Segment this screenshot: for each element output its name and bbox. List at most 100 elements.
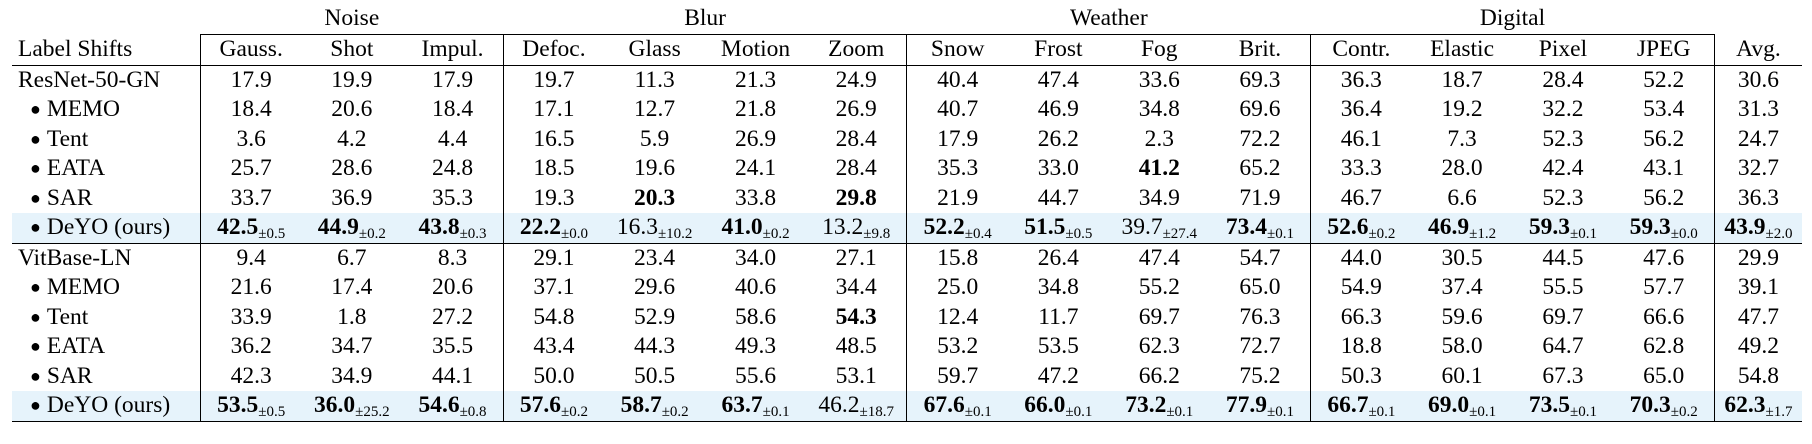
table-cell: 65.0 <box>1210 273 1311 303</box>
table-row-ours: ● DeYO (ours) 53.5±0.5 36.0±25.2 54.6±0.8 57.… <box>12 391 1802 422</box>
table-cell: 56.2 <box>1613 184 1714 214</box>
cell-value: 25.0 <box>937 274 979 300</box>
cell-value: 36.3 <box>1737 184 1779 211</box>
table-cell: 54.6±0.8 <box>402 391 504 422</box>
table-cell: 6.6 <box>1412 184 1513 214</box>
table-cell: 53.4 <box>1613 95 1714 125</box>
cell-value: 55.6 <box>734 362 777 389</box>
cell-value: 28.0 <box>1441 155 1483 181</box>
table-cell: 69.3 <box>1210 65 1311 95</box>
table-cell: 72.2 <box>1210 125 1311 155</box>
cell-value: 12.4 <box>937 303 979 330</box>
cell-value: 41.2 <box>1138 155 1180 181</box>
cell-value: 57.6 <box>519 392 562 418</box>
table-cell: 59.3±0.1 <box>1512 213 1614 244</box>
table-cell: 13.2±9.8 <box>806 213 907 244</box>
table-row: ● SAR 42.3 34.9 44.1 50.0 50.5 55.6 53.1 59.7 47.2… <box>12 361 1802 392</box>
column-header: Impul. <box>402 34 504 66</box>
table-cell: 20.6 <box>301 95 402 125</box>
table-cell: 3.6 <box>199 124 302 154</box>
cell-std: ±10.2 <box>657 226 693 242</box>
table-cell: 67.3 <box>1513 362 1614 392</box>
cell-std: ±0.4 <box>964 226 992 242</box>
table-cell: 46.7 <box>1310 183 1412 213</box>
table-cell: 31.3 <box>1713 95 1802 125</box>
row-label: ● Tent <box>12 125 200 155</box>
cell-value: 1.8 <box>337 303 367 330</box>
cell-value: 18.4 <box>431 96 474 122</box>
table-cell: 24.9 <box>806 65 907 95</box>
table-row: ● SAR 33.7 36.9 35.3 19.3 20.3 33.8 29.8 21.9 44.7… <box>12 183 1802 214</box>
table-cell: 21.9 <box>906 183 1008 213</box>
table-cell: 47.7 <box>1713 302 1802 332</box>
cell-value: 69.7 <box>1542 303 1584 330</box>
table-cell: 52.9 <box>604 303 705 333</box>
table-cell: 54.7 <box>1210 243 1311 273</box>
table-cell: 29.9 <box>1713 243 1802 273</box>
table-cell: 64.7 <box>1513 332 1614 362</box>
table-cell: 11.7 <box>1008 303 1109 333</box>
table-cell: 66.2 <box>1109 362 1210 392</box>
cell-value: 69.6 <box>1239 96 1281 122</box>
cell-value: 36.9 <box>331 184 373 211</box>
results-table-container: Noise Blur Weather Digital Label Shifts Gaus… <box>12 2 1802 422</box>
table-cell: 40.4 <box>906 65 1008 95</box>
table-cell: 18.8 <box>1310 332 1412 362</box>
table-cell: 50.5 <box>604 362 705 392</box>
table-cell: 49.2 <box>1713 332 1802 362</box>
table-cell: 26.9 <box>806 95 907 125</box>
table-cell: 62.8 <box>1613 332 1714 362</box>
row-label: ● SAR <box>12 184 200 214</box>
table-cell: 54.8 <box>1713 361 1802 391</box>
cell-value: 56.2 <box>1643 184 1685 211</box>
table-cell: 34.7 <box>301 332 402 362</box>
cell-value: 49.3 <box>734 333 777 359</box>
table-cell: 48.5 <box>806 332 907 362</box>
column-header: Avg. <box>1713 34 1802 66</box>
cell-value: 36.0 <box>314 392 356 418</box>
column-header: JPEG <box>1613 34 1715 66</box>
cell-value: 28.6 <box>331 155 373 181</box>
cell-value: 67.6 <box>923 392 965 418</box>
table-cell: 43.1 <box>1613 154 1714 184</box>
cell-value: 29.6 <box>634 274 676 300</box>
table-cell: 7.3 <box>1412 125 1513 155</box>
cell-value: 26.9 <box>734 125 777 152</box>
column-header-row: Label Shifts Gauss. Shot Impul. Defoc. Glass M… <box>12 34 1802 66</box>
cell-value: 6.7 <box>337 244 367 271</box>
row-label: ● EATA <box>12 332 200 362</box>
row-label-text: EATA <box>46 155 106 181</box>
group-header-weather: Weather <box>906 2 1311 35</box>
cell-value: 59.7 <box>937 362 979 389</box>
table-cell: 9.4 <box>199 243 302 273</box>
cell-value: 53.1 <box>835 362 877 389</box>
cell-value: 26.4 <box>1037 244 1079 271</box>
cell-value: 19.9 <box>331 66 373 93</box>
table-cell: 2.3 <box>1109 125 1210 155</box>
table-cell: 28.6 <box>301 154 402 184</box>
cell-value: 17.1 <box>533 96 575 122</box>
table-cell: 12.7 <box>604 95 705 125</box>
table-cell: 21.6 <box>199 273 302 303</box>
cell-value: 53.5 <box>1037 333 1079 359</box>
cell-value: 54.3 <box>835 303 877 330</box>
cell-value: 29.8 <box>835 184 877 211</box>
cell-value: 39.7 <box>1121 214 1163 240</box>
cell-value: 69.3 <box>1239 66 1281 93</box>
row-label: ● EATA <box>12 154 200 184</box>
table-cell: 34.8 <box>1109 95 1210 125</box>
table-cell: 34.8 <box>1008 273 1109 303</box>
cell-std: ±0.1 <box>1368 404 1396 420</box>
row-label-text: SAR <box>46 362 93 389</box>
table-cell: 76.3 <box>1210 303 1311 333</box>
cell-value: 33.0 <box>1037 155 1079 181</box>
table-cell: 43.4 <box>502 332 605 362</box>
table-cell: 18.5 <box>502 154 605 184</box>
cell-value: 22.2 <box>519 214 562 240</box>
cell-std: ±0.2 <box>762 226 790 242</box>
table-cell: 36.2 <box>199 332 302 362</box>
cell-value: 48.5 <box>835 333 877 359</box>
table-cell: 19.9 <box>301 65 402 95</box>
table-cell: 44.1 <box>402 362 503 392</box>
cell-value: 37.4 <box>1441 274 1483 300</box>
